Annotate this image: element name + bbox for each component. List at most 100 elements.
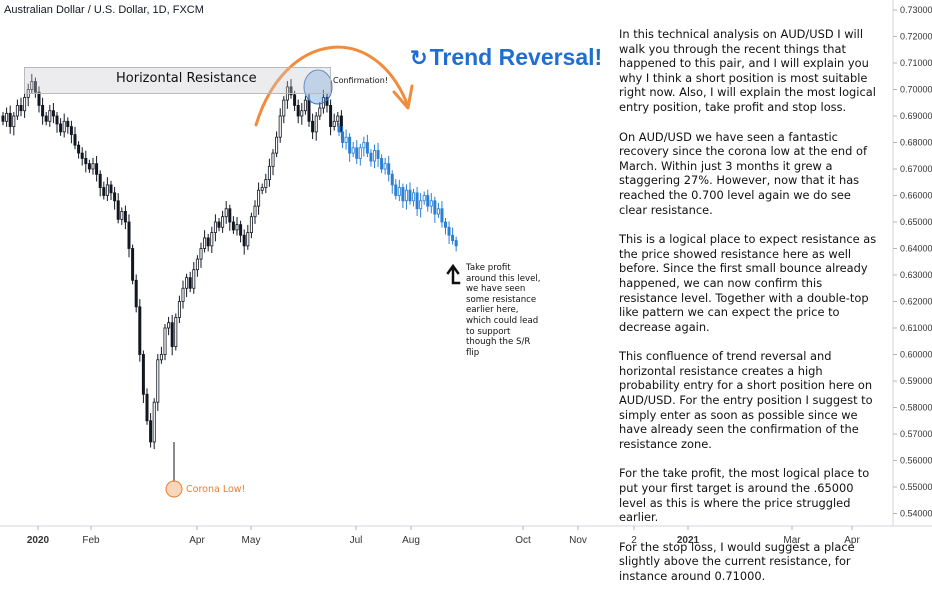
x-tick-label: Aug bbox=[402, 535, 420, 546]
projected-candle bbox=[383, 163, 387, 170]
confirmation-label: Confirmation! bbox=[333, 76, 388, 85]
candle bbox=[239, 224, 243, 236]
analysis-paragraph: In this technical analysis on AUD/USD I … bbox=[619, 27, 876, 114]
candle bbox=[127, 221, 131, 249]
projected-candle bbox=[369, 152, 373, 162]
projected-candle bbox=[404, 189, 408, 202]
candle bbox=[102, 187, 106, 196]
candle bbox=[188, 277, 192, 289]
candle bbox=[152, 401, 156, 443]
projected-candles bbox=[337, 122, 458, 252]
candle bbox=[210, 232, 214, 247]
candle bbox=[213, 221, 217, 234]
candle bbox=[185, 277, 189, 289]
refresh-icon: ↻ bbox=[410, 47, 428, 70]
horizontal-resistance-zone bbox=[24, 67, 331, 94]
y-tick-label: 0.61000 bbox=[900, 323, 932, 333]
candle bbox=[159, 354, 163, 361]
candle bbox=[23, 97, 27, 112]
x-tick-label: Mar bbox=[783, 535, 801, 546]
projected-candle bbox=[397, 187, 401, 196]
x-tick-label: Jul bbox=[350, 535, 363, 546]
candle bbox=[260, 187, 264, 191]
candle bbox=[156, 359, 160, 403]
analysis-paragraph: This is a logical place to expect resist… bbox=[619, 232, 877, 334]
x-tick-label: Feb bbox=[82, 535, 100, 546]
x-tick-label: Apr bbox=[189, 535, 205, 546]
candle bbox=[170, 322, 174, 347]
y-tick-label: 0.56000 bbox=[900, 456, 932, 466]
y-tick-label: 0.58000 bbox=[900, 403, 932, 413]
x-tick-label: May bbox=[242, 535, 261, 546]
candle bbox=[105, 184, 109, 196]
candle bbox=[278, 115, 282, 138]
candle bbox=[5, 112, 9, 122]
y-tick-label: 0.69000 bbox=[900, 111, 932, 121]
y-tick-label: 0.70000 bbox=[900, 85, 932, 95]
candle bbox=[318, 107, 322, 117]
y-tick-label: 0.59000 bbox=[900, 376, 932, 386]
trend-reversal-callout: ↻Trend Reversal! bbox=[410, 44, 602, 71]
y-tick-label: 0.64000 bbox=[900, 244, 932, 254]
projected-candle bbox=[412, 192, 416, 202]
candle bbox=[33, 81, 37, 93]
candle bbox=[224, 208, 228, 218]
candle bbox=[296, 105, 300, 117]
candle bbox=[44, 115, 48, 122]
candle bbox=[231, 221, 235, 231]
projected-candle bbox=[433, 200, 437, 215]
candle bbox=[66, 120, 70, 128]
candle bbox=[300, 110, 304, 117]
candle bbox=[123, 210, 127, 223]
y-tick-label: 0.55000 bbox=[900, 482, 932, 492]
projected-candle bbox=[387, 163, 391, 175]
projected-candle bbox=[372, 150, 376, 162]
candle bbox=[264, 179, 268, 188]
candle bbox=[311, 120, 315, 133]
y-tick-label: 0.60000 bbox=[900, 350, 932, 360]
y-tick-label: 0.73000 bbox=[900, 5, 932, 15]
candle bbox=[91, 163, 95, 170]
candle bbox=[192, 269, 196, 289]
trend-arc bbox=[254, 45, 410, 127]
y-tick-label: 0.63000 bbox=[900, 270, 932, 280]
y-tick-label: 0.67000 bbox=[900, 164, 932, 174]
candle bbox=[221, 216, 225, 228]
candle bbox=[80, 152, 84, 159]
candle bbox=[177, 301, 181, 318]
candle bbox=[307, 99, 311, 122]
projected-candle bbox=[443, 221, 447, 228]
projected-candle bbox=[426, 195, 430, 207]
projected-candle bbox=[380, 157, 384, 170]
candle bbox=[73, 134, 77, 146]
candle bbox=[145, 393, 149, 422]
projected-candle bbox=[358, 147, 362, 159]
candle bbox=[246, 232, 250, 247]
x-tick-label: Oct bbox=[515, 535, 531, 546]
projected-candle bbox=[344, 136, 348, 143]
y-axis: 0.73000 0.72000 0.71000 0.70000 0.69000 0.680… bbox=[892, 0, 932, 526]
y-tick-label: 0.62000 bbox=[900, 297, 932, 307]
take-profit-note: Take profit around this level, we have s… bbox=[466, 263, 541, 358]
analysis-paragraph: This confluence of trend reversal and ho… bbox=[619, 349, 873, 451]
candle bbox=[109, 184, 113, 194]
candle bbox=[1, 115, 5, 122]
projected-candle bbox=[454, 240, 458, 247]
analysis-paragraph: For the take profit, the most logical pl… bbox=[619, 466, 870, 525]
candle bbox=[113, 192, 117, 202]
candle bbox=[51, 110, 55, 117]
candle bbox=[289, 86, 293, 96]
candle bbox=[116, 200, 120, 220]
projected-candle bbox=[394, 184, 398, 196]
projected-candle bbox=[365, 142, 369, 154]
projected-candle bbox=[348, 136, 352, 154]
candle bbox=[87, 163, 91, 170]
candle bbox=[235, 224, 239, 231]
projected-candle bbox=[376, 150, 380, 159]
candle bbox=[131, 248, 135, 281]
y-tick-label: 0.65000 bbox=[900, 217, 932, 227]
candle bbox=[332, 120, 336, 128]
projected-candle bbox=[447, 226, 451, 236]
x-tick-label: Apr bbox=[844, 535, 860, 546]
candle bbox=[257, 189, 261, 207]
